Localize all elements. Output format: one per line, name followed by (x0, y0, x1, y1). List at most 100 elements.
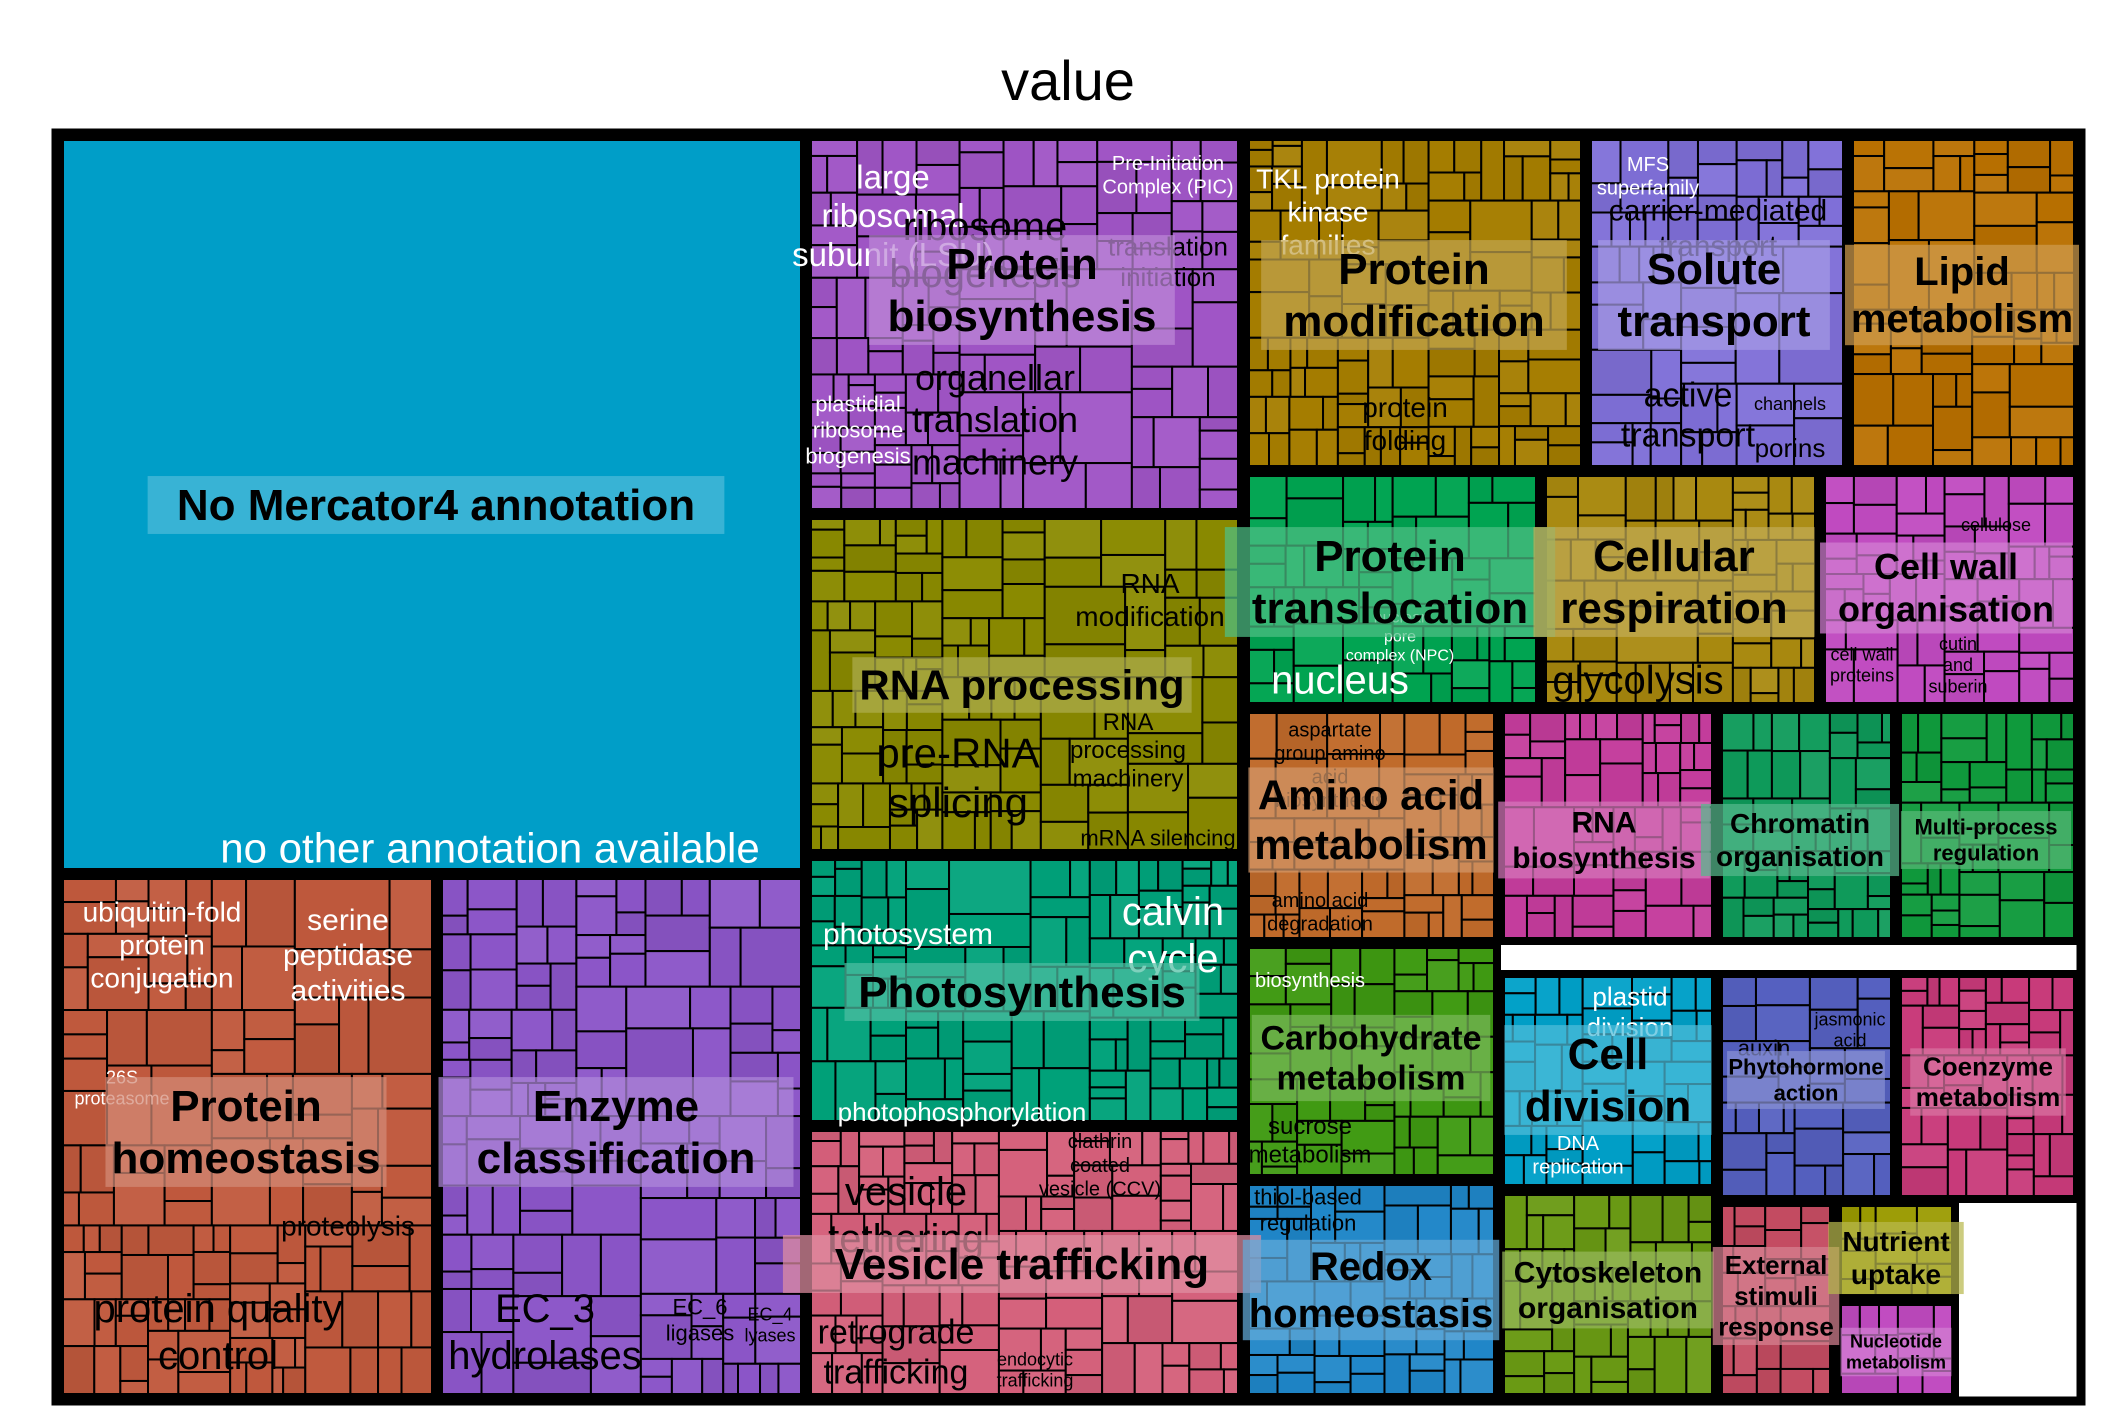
protein-homeostasis-cell (338, 996, 370, 1075)
protein-homeostasis-cell (319, 1245, 354, 1293)
phytohormone-action-label-line: Phytohormone (1728, 1055, 1883, 1080)
protein-homeostasis-cell (120, 1224, 150, 1256)
coenzyme-metabolism-cell (1958, 989, 1987, 1012)
enzyme-classification-cell (571, 1184, 642, 1236)
cytoskeleton-organisation-cell (1626, 1368, 1656, 1398)
redox-homeostasis-cell (1349, 1354, 1386, 1375)
vesicle-trafficking-cell (1159, 1138, 1190, 1165)
solute-transport-cell (1793, 417, 1848, 470)
enzyme-classification-cell (438, 1270, 473, 1290)
multi-process-regulation-cell (1940, 761, 1971, 791)
protein-modification-cell (1322, 395, 1339, 431)
rna-processing-cell (1201, 721, 1242, 765)
large-ribosomal-subunit-lsu-label-line: ribosomal (821, 197, 964, 234)
photosynthesis-cell (1194, 992, 1242, 1019)
photosynthesis-cell (1157, 856, 1184, 892)
multi-process-regulation-cell (2043, 901, 2078, 943)
protein-modification-cell (1453, 136, 1483, 174)
lipid-metabolism-cell (1971, 391, 2011, 439)
photosynthesis-cell (905, 888, 951, 948)
lipid-metabolism-cell (1849, 424, 1889, 470)
rna-biosynthesis-cell (1579, 709, 1597, 741)
photosynthesis-cell (905, 1026, 940, 1060)
chromatin-organisation-cell (1776, 880, 1809, 899)
solute-transport-label-line: Solute (1647, 245, 1781, 294)
enzyme-classification-cell (519, 1209, 574, 1236)
enzyme-classification-cell (438, 914, 469, 936)
external-stimuli-response-cell (1755, 1367, 1782, 1398)
rna-biosynthesis-cell (1679, 741, 1696, 772)
protein-translocation-cell (1491, 472, 1541, 504)
redox-homeostasis-cell (1408, 1353, 1446, 1372)
protein-homeostasis-cell (276, 1224, 307, 1265)
phytohormone-action-label-bg (1727, 1051, 1885, 1109)
enzyme-classification-cell (549, 962, 578, 1011)
coenzyme-metabolism-cell (1946, 1148, 1968, 1200)
treemap-cells (58, 135, 2079, 1399)
lipid-metabolism-cell (2010, 436, 2038, 470)
amino-acid-metabolism-label-line: Amino acid (1258, 772, 1484, 819)
enzyme-classification-cell (512, 1361, 592, 1398)
protein-biosynthesis-cell (1059, 391, 1133, 465)
chromatin-organisation-cell (1746, 749, 1773, 800)
amino-acid-metabolism-cell (1329, 907, 1364, 943)
vesicle-trafficking-cell (1159, 1174, 1193, 1202)
protein-modification-cell (1529, 392, 1567, 428)
external-stimuli-response-label-line: stimuli (1734, 1281, 1818, 1311)
vesicle-trafficking-cell (1126, 1295, 1174, 1345)
rna-processing-cell (807, 556, 846, 572)
protein-biosynthesis-cell (1198, 429, 1242, 460)
protein-translocation-cell (1374, 472, 1394, 523)
protein-biosynthesis-cell (1130, 387, 1174, 419)
subgroup-label-photophosphorylation: photophosphorylation (838, 1097, 1087, 1127)
rna-processing-cell (894, 552, 944, 574)
rna-biosynthesis-cell (1525, 894, 1556, 915)
cellular-respiration-cell (1767, 472, 1793, 515)
lipid-metabolism-cell (2006, 166, 2052, 194)
lipid-metabolism-cell (1849, 154, 1886, 193)
rna-processing-cell (1043, 556, 1103, 588)
rna-processing-cell (1001, 558, 1046, 585)
nutrient-uptake-label-bg (1828, 1221, 1964, 1295)
solute-transport-cell (1696, 194, 1738, 221)
enzyme-classification-cell (510, 1008, 554, 1052)
vesicle-trafficking-cell (858, 1188, 890, 1215)
cell-wall-organisation-cell (1821, 502, 1855, 535)
protein-biosynthesis-cell (1002, 136, 1035, 188)
photosynthesis-cell (1029, 916, 1068, 968)
multi-process-regulation-cell (2044, 768, 2079, 785)
photosynthesis-cell (1149, 1016, 1187, 1043)
pre-rna-splicing-label-line: splicing (888, 779, 1028, 826)
photosynthesis-cell (1149, 1087, 1184, 1125)
enzyme-classification-label-line: Enzyme (533, 1082, 699, 1131)
phytohormone-action-cell (1842, 1153, 1876, 1200)
external-stimuli-response-label-line: External (1725, 1250, 1828, 1280)
chromatin-organisation-cell (1806, 908, 1840, 924)
subgroup-label-proteolysis: proteolysis (281, 1211, 415, 1242)
cutin-and-suberin-label-line: suberin (1928, 676, 1987, 696)
protein-homeostasis-cell (388, 948, 437, 999)
enzyme-classification-cell (546, 925, 578, 965)
protein-biosynthesis-cell (826, 154, 859, 194)
coenzyme-metabolism-cell (1897, 1143, 1949, 1169)
cell-wall-organisation-cell (1983, 650, 2021, 673)
enzyme-classification-cell (715, 1236, 757, 1295)
rna-processing-cell (1001, 531, 1046, 561)
cellular-respiration-label-bg (1533, 527, 1815, 637)
protein-homeostasis-cell (119, 1345, 150, 1382)
rna-processing-cell (1126, 811, 1190, 855)
cell-wall-organisation-cell (1943, 673, 1986, 708)
enzyme-classification-cell (541, 875, 578, 928)
subgroup-label-channels: channels (1754, 394, 1826, 414)
protein-homeostasis-cell (192, 1250, 232, 1286)
chromatin-organisation-cell (1854, 757, 1895, 791)
enzyme-classification-cell (468, 1008, 513, 1040)
treemap-group-borders (51, 128, 2086, 1406)
photosynthesis-cell (807, 920, 836, 947)
